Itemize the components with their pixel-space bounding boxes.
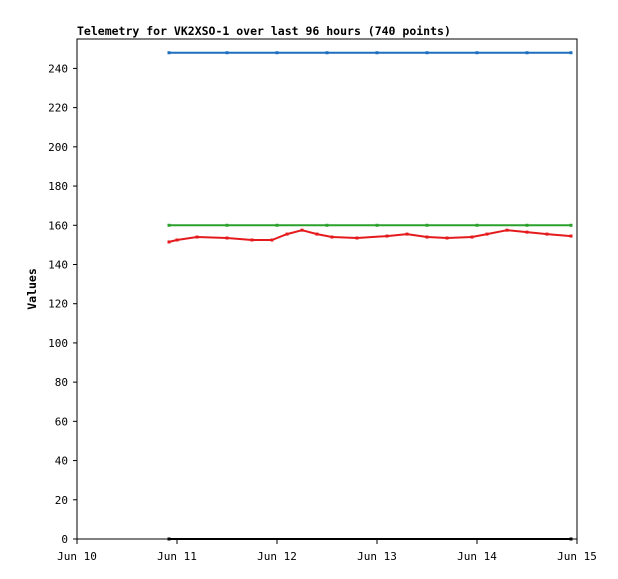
- data-point: [167, 51, 171, 55]
- data-point: [250, 238, 254, 242]
- y-tick-label: 100: [48, 337, 68, 350]
- data-point: [569, 537, 573, 541]
- data-point: [315, 232, 319, 236]
- y-tick-label: 140: [48, 258, 68, 271]
- data-point: [285, 232, 289, 236]
- series-2: [167, 228, 573, 244]
- data-point: [485, 232, 489, 236]
- data-point: [325, 51, 329, 55]
- x-tick-label: Jun 14: [457, 550, 497, 563]
- data-point: [569, 51, 573, 55]
- chart-title: Telemetry for VK2XSO-1 over last 96 hour…: [77, 24, 451, 38]
- data-point: [425, 223, 429, 227]
- data-point: [505, 228, 509, 232]
- data-point: [275, 51, 279, 55]
- y-axis: 0 20 40 60 80 100 120 140 160 180 200 220 240: [48, 62, 77, 546]
- y-tick-label: 160: [48, 219, 68, 232]
- data-point: [300, 228, 304, 232]
- data-point: [475, 223, 479, 227]
- y-tick-label: 220: [48, 102, 68, 115]
- data-point: [569, 223, 573, 227]
- data-point: [270, 238, 274, 242]
- data-point: [355, 236, 359, 240]
- x-tick-label: Jun 10: [57, 550, 97, 563]
- data-point: [225, 236, 229, 240]
- series-3: [167, 537, 573, 541]
- data-point: [167, 223, 171, 227]
- data-point: [167, 537, 171, 541]
- x-axis: Jun 10 Jun 11 Jun 12 Jun 13 Jun 14 Jun 15: [57, 539, 597, 563]
- data-point: [195, 235, 199, 239]
- data-point: [225, 223, 229, 227]
- y-tick-label: 120: [48, 298, 68, 311]
- data-point: [470, 235, 474, 239]
- y-axis-label: Values: [25, 268, 39, 310]
- plot-frame: [76, 38, 578, 540]
- data-point: [175, 238, 179, 242]
- data-point: [525, 51, 529, 55]
- data-point: [385, 234, 389, 238]
- y-tick-label: 40: [55, 455, 68, 468]
- series-layer: [167, 51, 573, 541]
- y-tick-label: 200: [48, 141, 68, 154]
- data-point: [375, 223, 379, 227]
- y-tick-label: 80: [55, 376, 68, 389]
- data-point: [475, 51, 479, 55]
- data-point: [167, 240, 171, 244]
- data-point: [425, 51, 429, 55]
- data-point: [525, 223, 529, 227]
- x-tick-label: Jun 15: [557, 550, 597, 563]
- data-point: [330, 235, 334, 239]
- data-point: [425, 235, 429, 239]
- x-tick-label: Jun 11: [157, 550, 197, 563]
- y-tick-label: 60: [55, 415, 68, 428]
- y-tick-label: 20: [55, 494, 68, 507]
- data-point: [445, 236, 449, 240]
- data-point: [375, 51, 379, 55]
- data-point: [225, 51, 229, 55]
- data-point: [405, 232, 409, 236]
- y-tick-label: 0: [61, 533, 68, 546]
- x-tick-label: Jun 13: [357, 550, 397, 563]
- series-1: [167, 223, 573, 227]
- data-point: [325, 223, 329, 227]
- data-point: [275, 223, 279, 227]
- x-tick-label: Jun 12: [257, 550, 297, 563]
- series-0: [167, 51, 573, 55]
- data-point: [545, 232, 549, 236]
- data-point: [569, 234, 573, 238]
- y-tick-label: 180: [48, 180, 68, 193]
- data-point: [525, 230, 529, 234]
- y-tick-label: 240: [48, 62, 68, 75]
